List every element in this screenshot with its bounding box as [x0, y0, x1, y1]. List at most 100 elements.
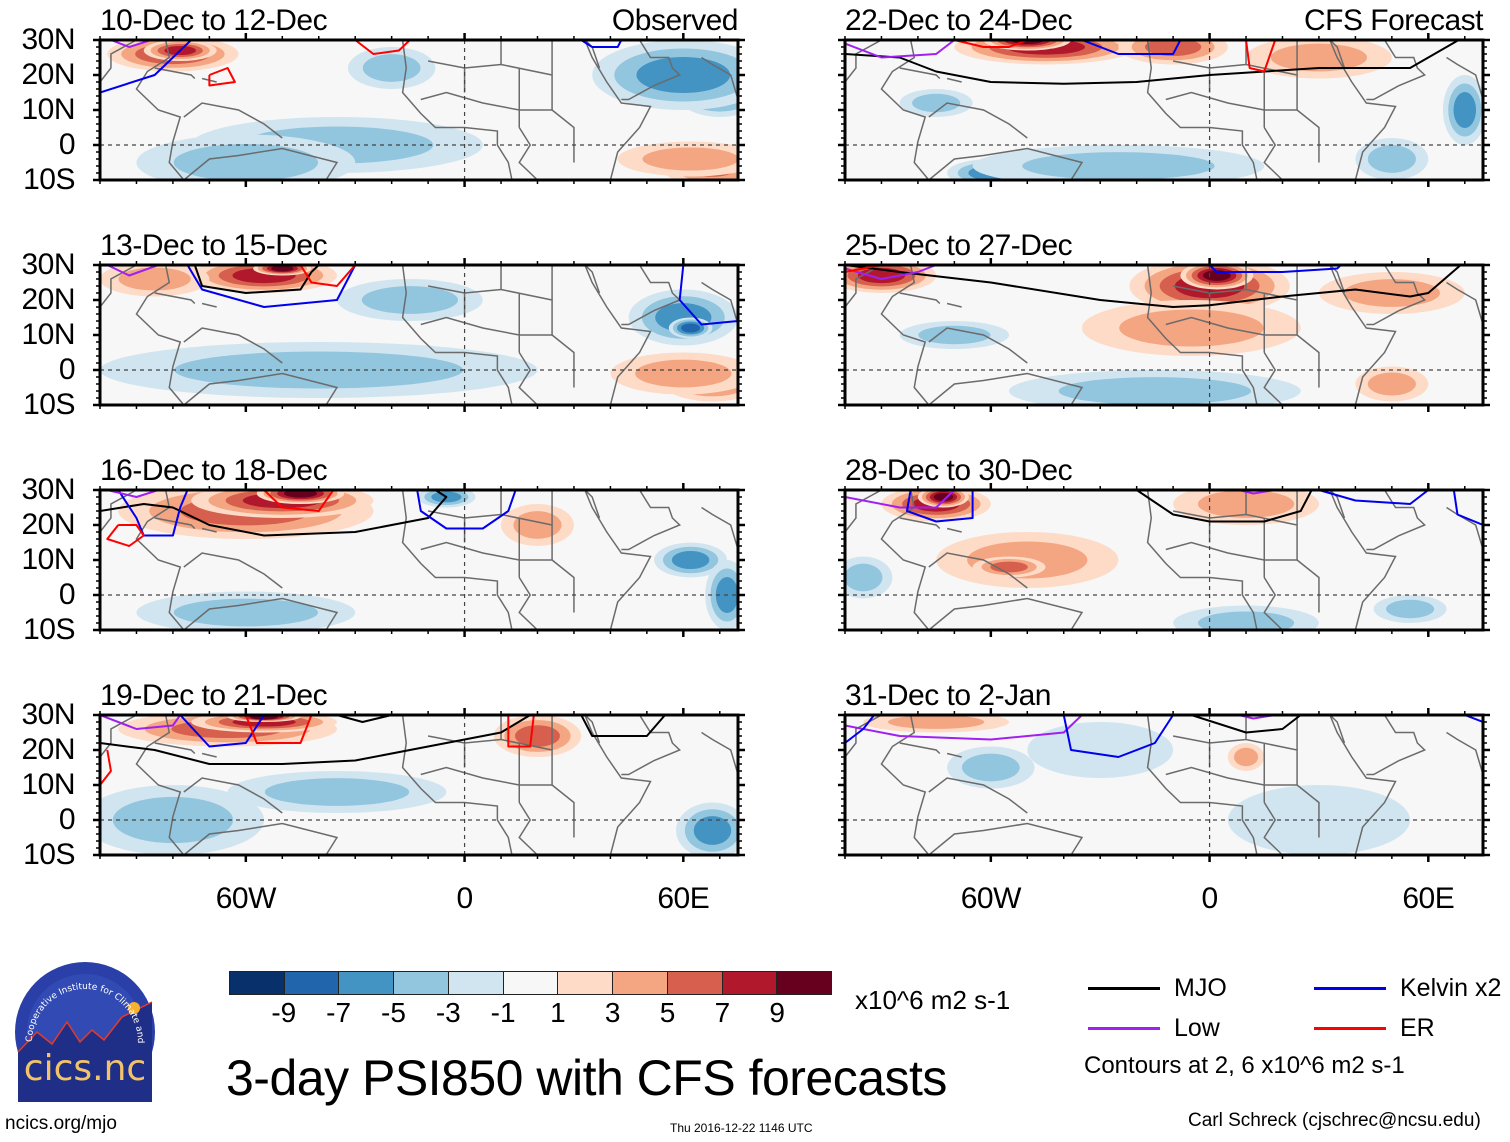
y-tick-label: 30N	[21, 248, 75, 281]
coastline	[1329, 40, 1397, 180]
anomaly-region	[1367, 145, 1416, 173]
coastline	[1296, 784, 1320, 838]
anomaly-region	[1386, 599, 1435, 619]
coastline	[401, 715, 513, 855]
coastline	[701, 731, 738, 776]
coastline	[183, 777, 283, 814]
anomaly-region	[1119, 309, 1264, 347]
coastline	[1263, 577, 1284, 630]
colorbar	[229, 971, 832, 995]
coastline	[183, 327, 283, 364]
coastline	[584, 490, 652, 630]
colorbar-tick-label: 9	[769, 997, 785, 1028]
contour-mjo	[193, 265, 320, 294]
coastline	[1329, 265, 1397, 405]
anomaly-region	[671, 551, 710, 569]
anomaly-region	[118, 267, 191, 291]
anomaly-region	[888, 715, 985, 729]
colorbar-swatch	[613, 972, 668, 994]
colorbar-units: x10^6 m2 s-1	[855, 985, 1011, 1015]
colorbar-swatch	[339, 972, 395, 994]
y-tick-label: 20N	[21, 58, 75, 91]
contour-er	[208, 67, 236, 87]
x-tick-label: 60E	[657, 882, 710, 915]
coastline	[701, 281, 738, 326]
panel-title: 13-Dec to 15-Dec	[100, 229, 328, 262]
legend-line-kelvin	[1314, 986, 1386, 990]
contour-low	[845, 265, 937, 280]
colorbar-tick-label: -5	[381, 997, 406, 1028]
coastline	[154, 67, 196, 80]
coastline	[1366, 490, 1427, 551]
coastline	[401, 40, 513, 180]
coastline	[701, 506, 738, 551]
contour-kelvin	[1062, 715, 1174, 758]
coastline	[183, 102, 283, 139]
coastline	[928, 372, 1084, 405]
colorbar-swatch	[394, 972, 449, 994]
contour-kelvin	[580, 40, 623, 48]
legend-item-mjo: MJO	[1088, 974, 1227, 1002]
coastline	[518, 127, 539, 180]
contour-note: Contours at 2, 6 x10^6 m2 s-1	[1084, 1052, 1405, 1079]
coastline	[551, 334, 575, 388]
coastline	[1446, 281, 1483, 326]
coastline	[1146, 715, 1258, 855]
contour-er	[263, 490, 335, 512]
anomaly-region	[1027, 722, 1174, 778]
colorbar-swatch	[667, 972, 723, 994]
anomaly-region	[1058, 377, 1252, 405]
colorbar-swatch	[448, 972, 504, 994]
coastline	[621, 40, 682, 101]
coastline	[899, 67, 941, 80]
contour-kelvin	[100, 40, 192, 94]
coastline	[1263, 127, 1284, 180]
coastline	[201, 302, 217, 308]
coastline	[584, 40, 652, 180]
coastline	[1296, 334, 1320, 388]
coastline	[1296, 109, 1320, 163]
y-tick-label: 20N	[21, 733, 75, 766]
y-tick-label: 10S	[23, 388, 75, 421]
y-tick-label: 20N	[21, 283, 75, 316]
y-tick-label: 10N	[21, 318, 75, 351]
coastline	[946, 77, 962, 83]
contour-kelvin	[1318, 490, 1429, 505]
anomaly-region	[271, 265, 294, 272]
credit: Carl Schreck (cjschrec@ncsu.edu)	[1188, 1110, 1481, 1131]
anomaly-region	[283, 490, 318, 498]
coastline	[1366, 40, 1427, 101]
contour-mjo	[100, 715, 531, 765]
coastline	[928, 147, 1084, 180]
coastline	[518, 802, 539, 855]
contour-er	[507, 715, 535, 748]
coastline	[701, 56, 738, 101]
y-tick-label: 10N	[21, 543, 75, 576]
colorbar-tick-label: -1	[490, 997, 516, 1028]
panel-tag: CFS Forecast	[1303, 4, 1484, 37]
anomaly-region	[845, 563, 883, 592]
coastline	[899, 742, 941, 755]
legend-label: ER	[1400, 1014, 1435, 1042]
colorbar-tick-label: 7	[714, 997, 731, 1028]
y-tick-label: 10N	[21, 768, 75, 801]
y-tick-label: 0	[58, 803, 76, 836]
site-link[interactable]: ncics.org/mjo	[5, 1113, 117, 1134]
contour-mjo	[845, 40, 1461, 85]
y-tick-label: 0	[58, 128, 76, 161]
y-tick-label: 20N	[21, 508, 75, 541]
contour-low	[106, 265, 159, 277]
coastline	[928, 552, 1028, 589]
contour-er	[954, 40, 1028, 48]
coastline	[899, 292, 941, 305]
contour-kelvin	[416, 490, 517, 530]
coastline	[928, 102, 1028, 139]
coastline	[518, 352, 539, 405]
y-tick-label: 0	[58, 578, 76, 611]
map-panel	[93, 258, 745, 412]
contour-low	[107, 490, 159, 498]
coastline	[845, 265, 930, 405]
contour-kelvin	[179, 715, 265, 748]
map-panel	[838, 708, 1490, 862]
coastline	[518, 577, 539, 630]
